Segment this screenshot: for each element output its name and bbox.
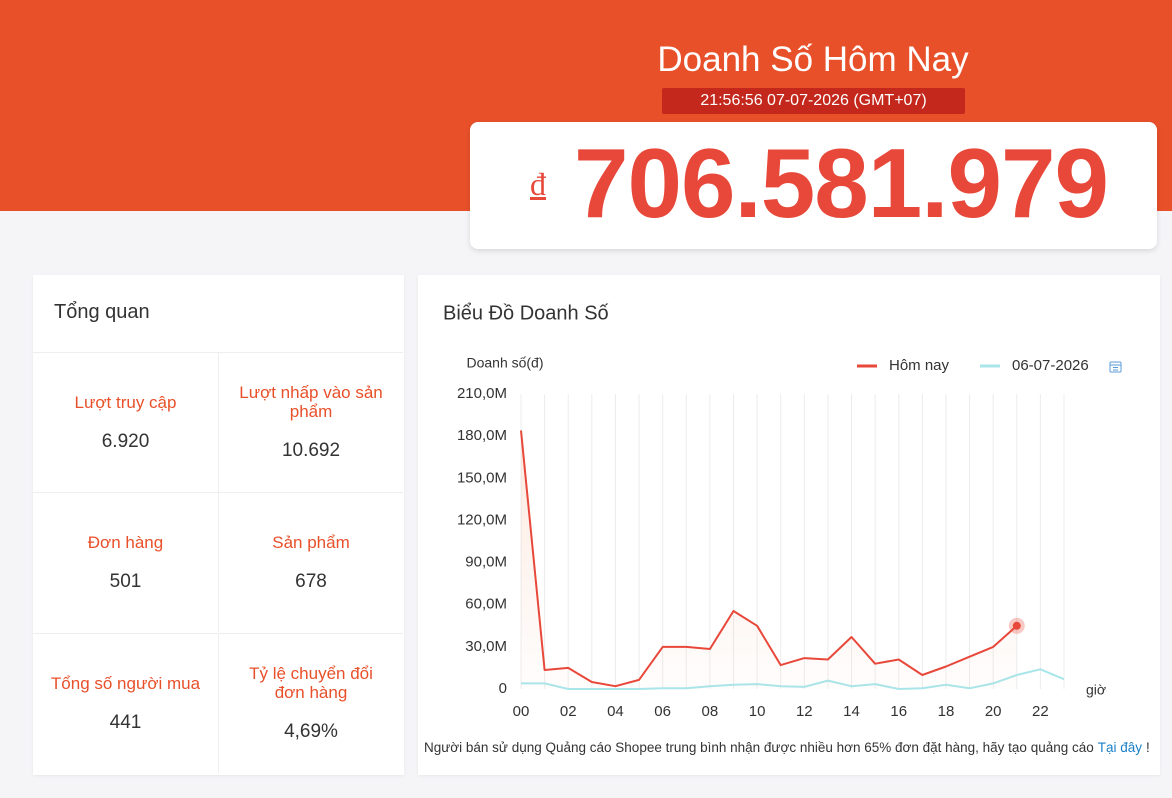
- legend-label: 06-07-2026: [1012, 357, 1089, 374]
- stat-label: Đơn hàng: [87, 532, 164, 552]
- x-tick-label: 16: [890, 703, 907, 720]
- y-tick-label: 30,0M: [465, 638, 507, 655]
- y-tick-label: 210,0M: [457, 385, 507, 402]
- y-tick-label: 120,0M: [457, 511, 507, 528]
- stat-cell: Lượt truy cập 6.920: [33, 352, 218, 492]
- stat-value: 678: [295, 570, 327, 592]
- stat-cell: Sản phẩm 678: [218, 492, 403, 632]
- footer-text: Người bán sử dụng Quảng cáo Shopee trung…: [424, 740, 1094, 755]
- calendar-icon: [1109, 361, 1122, 373]
- ads-link[interactable]: Tại đây: [1097, 740, 1143, 755]
- x-tick-label: 06: [654, 703, 671, 720]
- chart-panel: Biểu Đồ Doanh Số Doanh số(đ) 00 02 04 06 08 1…: [418, 275, 1160, 775]
- stat-label: Tổng số người mua: [50, 673, 201, 693]
- series-line: [520, 430, 1018, 688]
- stat-value: 10.692: [281, 440, 341, 461]
- stat-value: 4,69%: [284, 721, 338, 742]
- overview-title: Tổng quan: [54, 301, 150, 323]
- y-tick-label: 150,0M: [457, 469, 507, 486]
- footer-end: !: [1146, 740, 1150, 755]
- legend-label: Hôm nay: [889, 357, 950, 374]
- overview-panel: Tổng quan Lượt truy cập 6.920 Lượt nhấp v…: [33, 275, 404, 775]
- x-tick-label: 00: [513, 703, 530, 720]
- y-tick-label: 0: [499, 680, 507, 697]
- x-tick-label: 08: [702, 703, 719, 720]
- stat-label: Lượt truy cập: [74, 392, 177, 412]
- y-tick-label: 60,0M: [465, 596, 507, 613]
- total-sales: 706.581.979: [574, 128, 1109, 238]
- footer-note: Người bán sử dụng Quảng cáo Shopee trung…: [424, 740, 1164, 755]
- currency: đ: [530, 166, 546, 202]
- y-tick-label: 90,0M: [465, 554, 507, 571]
- x-tick-label: 12: [796, 703, 813, 720]
- y-axis-title: Doanh số(đ): [466, 355, 543, 371]
- x-tick-label: 14: [843, 703, 860, 720]
- stat-value: 6.920: [101, 430, 150, 452]
- total-card: đ 706.581.979: [470, 122, 1157, 249]
- x-tick-label: 22: [1032, 703, 1049, 720]
- stat-label: Lượt nhấp vào sản phẩm: [239, 383, 383, 421]
- stat-cell: Lượt nhấp vào sản phẩm 10.692: [218, 352, 403, 492]
- y-tick-label: 180,0M: [457, 427, 507, 444]
- x-tick-label: 18: [938, 703, 955, 720]
- stat-label: Sản phẩm: [272, 532, 350, 552]
- header-title: Doanh Số Hôm Nay: [657, 40, 969, 79]
- x-axis-title: giờ: [1086, 682, 1106, 698]
- x-tick-label: 02: [560, 703, 577, 720]
- stat-value: 441: [109, 711, 142, 733]
- stat-label: Tỷ lệ chuyển đổi đơn hàng: [249, 664, 373, 702]
- x-tick-label: 04: [607, 703, 624, 720]
- chart-title: Biểu Đồ Doanh Số: [443, 302, 609, 324]
- x-tick-label: 20: [985, 703, 1002, 720]
- stat-cell: Tỷ lệ chuyển đổi đơn hàng 4,69%: [218, 633, 403, 773]
- series-area: [521, 430, 1017, 689]
- x-tick-label: 10: [749, 703, 766, 720]
- timestamp: 21:56:56 07-07-2026 (GMT+07): [662, 88, 965, 114]
- stat-cell: Tổng số người mua 441: [33, 633, 218, 773]
- latest-point: [1012, 621, 1021, 630]
- stat-value: 501: [109, 570, 142, 592]
- chart: Biểu Đồ Doanh Số Doanh số(đ) 00 02 04 06 08 1…: [443, 302, 1122, 720]
- stat-cell: Đơn hàng 501: [33, 492, 218, 632]
